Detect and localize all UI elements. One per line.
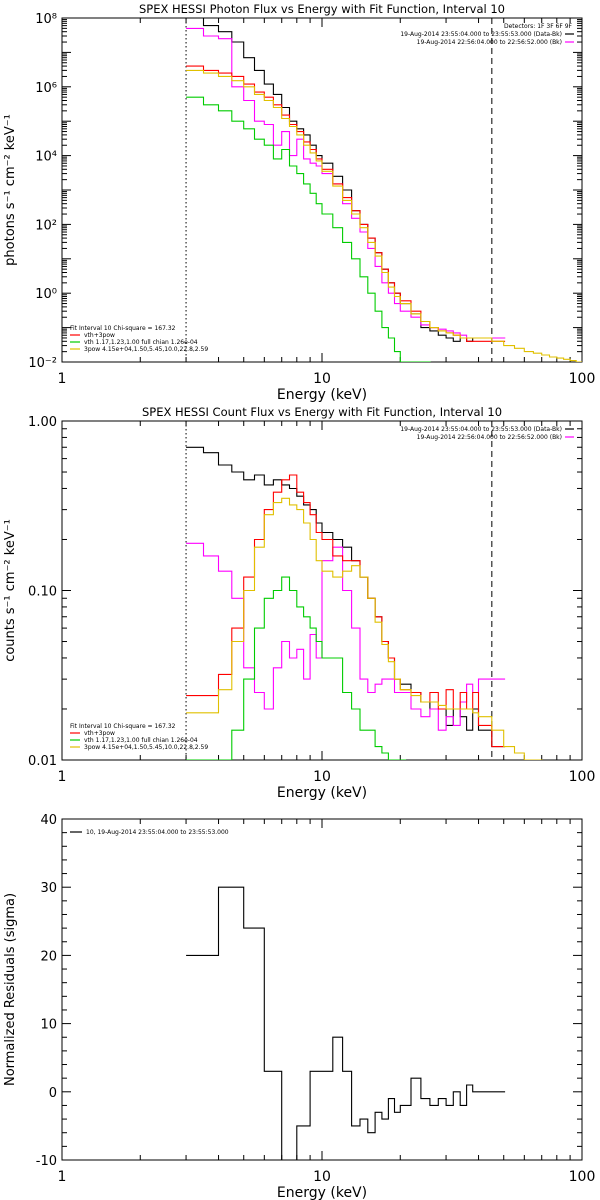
y-tick-label: 10⁶ — [35, 81, 57, 96]
y-tick-label: -10 — [36, 1154, 57, 1169]
series-3-line — [186, 96, 431, 362]
series-4-line — [186, 497, 543, 760]
fit-legend-entry: vth+3pow — [84, 332, 115, 339]
series-0-line — [186, 886, 506, 1160]
x-tick-label: 100 — [569, 371, 596, 387]
x-tick-label: 1 — [58, 371, 67, 387]
series-0-line — [186, 446, 506, 748]
series-3-line — [186, 576, 407, 760]
y-axis-label: counts s⁻¹ cm⁻² keV⁻¹ — [3, 519, 18, 662]
series-1-line — [186, 542, 506, 731]
y-tick-label: 30 — [40, 881, 57, 896]
y-axis-label: Normalized Residuals (sigma) — [3, 893, 18, 1086]
y-tick-label: 10⁴ — [35, 150, 57, 165]
plot-frame — [61, 17, 583, 363]
fit-legend-entry: 3pow 4.15e+04,1.50,5.45,10.0,22.8,2.59 — [84, 744, 208, 751]
y-tick-label: 10⁻² — [28, 356, 57, 371]
x-axis-label: Energy (keV) — [277, 785, 367, 801]
x-tick-label: 100 — [569, 1169, 596, 1185]
x-tick-label: 10 — [313, 769, 331, 785]
residual-legend-entry: 10, 19-Aug-2014 23:55:04.000 to 23:55:53… — [86, 829, 229, 836]
series-2-line — [186, 474, 506, 748]
y-tick-label: 0.01 — [28, 754, 57, 769]
x-tick-label: 1 — [58, 769, 67, 785]
x-axis-label: Energy (keV) — [277, 387, 367, 403]
fit-legend-entry: vth 1.17,1.23,1.00 full chian 1.26e-04 — [84, 339, 198, 346]
fit-legend-title: Fit Interval 10 Chi-square = 167.32 — [70, 723, 176, 730]
legend-title: Detectors: 1F 3F 6F 9F — [504, 23, 573, 30]
y-tick-label: 40 — [40, 813, 57, 828]
y-tick-label: 10 — [40, 1018, 57, 1033]
fit-legend-entry: vth+3pow — [84, 730, 115, 737]
y-axis-label: photons s⁻¹ cm⁻² keV⁻¹ — [3, 114, 18, 266]
y-tick-label: 10⁸ — [35, 12, 57, 27]
legend-entry: 19-Aug-2014 23:55:04.000 to 23:55:53.000… — [400, 31, 562, 38]
chart-title: SPEX HESSI Photon Flux vs Energy with Fi… — [139, 2, 505, 16]
legend-entry: 19-Aug-2014 22:56:04.000 to 22:56:52.000… — [417, 434, 562, 441]
series-1-line — [186, 27, 506, 339]
x-tick-label: 1 — [58, 1169, 67, 1185]
fit-legend-entry: 3pow 4.15e+04,1.50,5.45,10.0,22.8,2.59 — [84, 346, 208, 353]
y-tick-label: 1.00 — [28, 415, 57, 430]
legend-entry: 19-Aug-2014 22:56:04.000 to 22:56:52.000… — [417, 39, 562, 46]
fit-legend-title: Fit Interval 10 Chi-square = 167.32 — [70, 325, 176, 332]
x-axis-label: Energy (keV) — [277, 1185, 367, 1200]
y-tick-label: 10² — [35, 218, 57, 233]
chart-title: SPEX HESSI Count Flux vs Energy with Fit… — [142, 405, 502, 419]
plot-frame — [61, 818, 583, 1161]
y-tick-label: 0 — [49, 1086, 57, 1101]
x-tick-label: 10 — [313, 371, 331, 387]
y-tick-label: 20 — [40, 949, 57, 964]
series-0-line — [186, 18, 506, 342]
series-4-line — [186, 69, 582, 362]
fit-legend-entry: vth 1.17,1.23,1.00 full chian 1.26e-04 — [84, 737, 198, 744]
legend-entry: 19-Aug-2014 23:55:04.000 to 23:55:53.000… — [400, 426, 562, 433]
x-tick-label: 100 — [569, 769, 596, 785]
y-tick-label: 10⁰ — [35, 287, 57, 302]
x-tick-label: 10 — [313, 1169, 331, 1185]
y-tick-label: 0.10 — [28, 585, 57, 600]
